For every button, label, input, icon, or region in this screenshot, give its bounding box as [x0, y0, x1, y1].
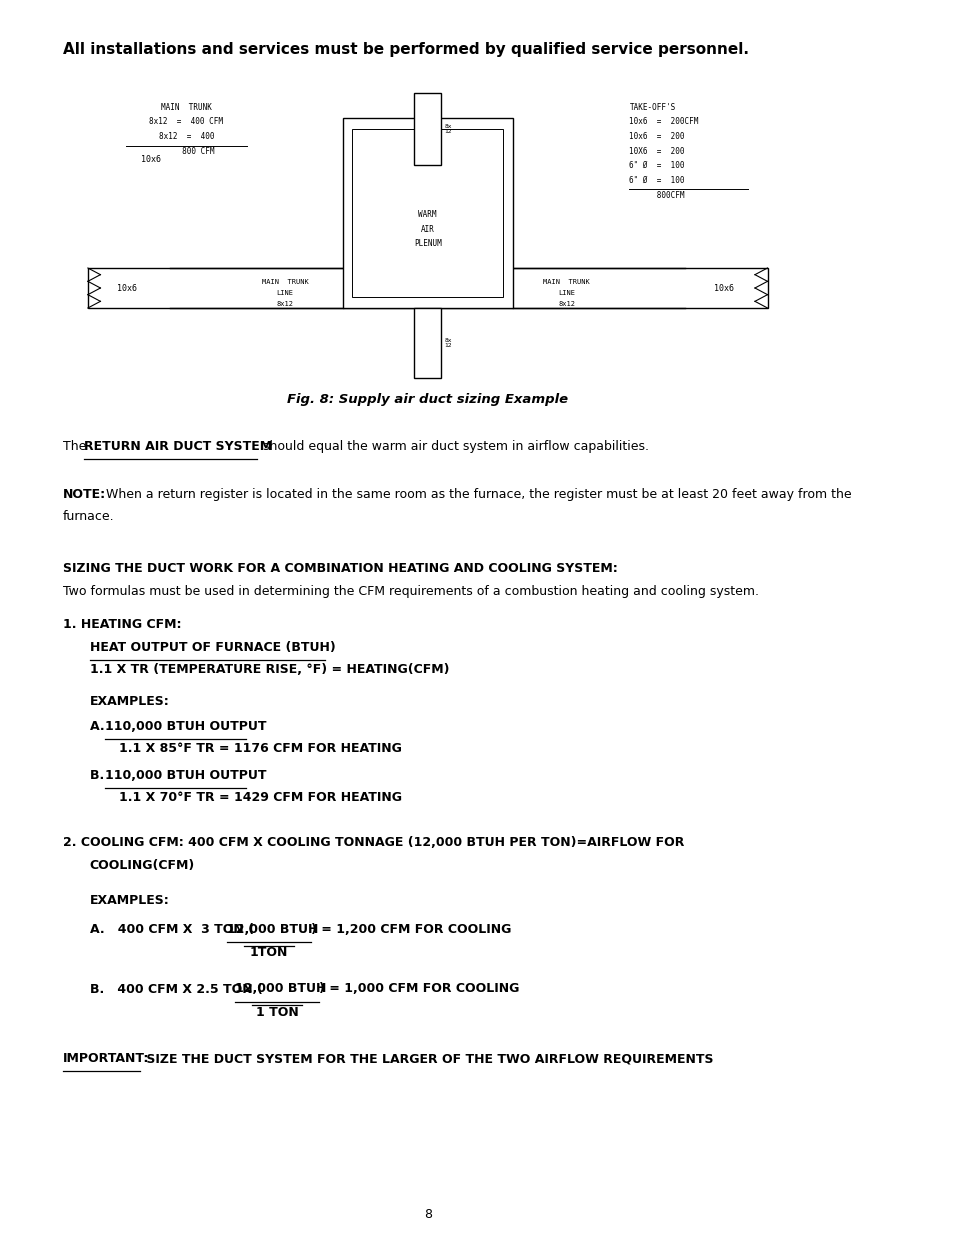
Text: LINE: LINE — [558, 290, 575, 296]
Text: A.   400 CFM X  3 TON (: A. 400 CFM X 3 TON ( — [90, 923, 253, 936]
Text: Two formulas must be used in determining the CFM requirements of a combustion he: Two formulas must be used in determining… — [63, 584, 758, 598]
Text: EXAMPLES:: EXAMPLES: — [90, 894, 170, 908]
Text: 1.1 X 70°F TR = 1429 CFM FOR HEATING: 1.1 X 70°F TR = 1429 CFM FOR HEATING — [119, 790, 402, 804]
Text: 10x6  =  200: 10x6 = 200 — [629, 132, 684, 141]
Bar — [342, 119, 513, 308]
Text: Fig. 8: Supply air duct sizing Example: Fig. 8: Supply air duct sizing Example — [287, 393, 568, 406]
Text: NOTE:: NOTE: — [63, 488, 106, 501]
Text: 10X6  =  200: 10X6 = 200 — [629, 147, 684, 156]
Text: 8: 8 — [423, 1208, 432, 1221]
Text: MAIN  TRUNK: MAIN TRUNK — [261, 279, 308, 285]
Text: 1. HEATING CFM:: 1. HEATING CFM: — [63, 618, 181, 631]
Text: 8x12: 8x12 — [558, 301, 575, 308]
Text: 800CFM: 800CFM — [629, 191, 684, 200]
Text: AIR: AIR — [420, 225, 435, 233]
Bar — [414, 308, 440, 378]
Text: PLENUM: PLENUM — [414, 240, 441, 248]
Text: 1TON: 1TON — [250, 946, 288, 960]
Text: 8x12  =  400: 8x12 = 400 — [158, 132, 214, 141]
Text: COOLING(CFM): COOLING(CFM) — [90, 858, 194, 872]
Text: WARM: WARM — [418, 210, 436, 219]
Text: When a return register is located in the same room as the furnace, the register : When a return register is located in the… — [102, 488, 851, 501]
Text: A.: A. — [90, 720, 109, 732]
Text: 10x6: 10x6 — [714, 284, 734, 293]
Text: 6" Ø  =  100: 6" Ø = 100 — [629, 161, 684, 170]
Text: SIZING THE DUCT WORK FOR A COMBINATION HEATING AND COOLING SYSTEM:: SIZING THE DUCT WORK FOR A COMBINATION H… — [63, 562, 617, 576]
Text: 6" Ø  =  100: 6" Ø = 100 — [629, 175, 684, 184]
Text: 8x12  =  400 CFM: 8x12 = 400 CFM — [150, 117, 223, 126]
Text: should equal the warm air duct system in airflow capabilities.: should equal the warm air duct system in… — [258, 440, 648, 453]
Text: All installations and services must be performed by qualified service personnel.: All installations and services must be p… — [63, 42, 748, 57]
Text: MAIN  TRUNK: MAIN TRUNK — [161, 103, 212, 112]
Text: The: The — [63, 440, 90, 453]
Bar — [414, 93, 440, 165]
Text: 12,000 BTUH: 12,000 BTUH — [227, 923, 318, 936]
Text: 1.1 X TR (TEMPERATURE RISE, °F) = HEATING(CFM): 1.1 X TR (TEMPERATURE RISE, °F) = HEATIN… — [90, 663, 449, 676]
Text: 1 TON: 1 TON — [255, 1007, 298, 1019]
Text: 1.1 X 85°F TR = 1176 CFM FOR HEATING: 1.1 X 85°F TR = 1176 CFM FOR HEATING — [119, 742, 402, 755]
Text: 8x12: 8x12 — [276, 301, 294, 308]
Text: 10x6: 10x6 — [140, 156, 160, 164]
Text: furnace.: furnace. — [63, 510, 114, 524]
Text: 10x6  =  200CFM: 10x6 = 200CFM — [629, 117, 698, 126]
Text: HEAT OUTPUT OF FURNACE (BTUH): HEAT OUTPUT OF FURNACE (BTUH) — [90, 641, 335, 653]
Text: 10x6: 10x6 — [117, 284, 137, 293]
Text: 110,000 BTUH OUTPUT: 110,000 BTUH OUTPUT — [105, 768, 267, 782]
Text: ) = 1,000 CFM FOR COOLING: ) = 1,000 CFM FOR COOLING — [319, 983, 519, 995]
Text: TAKE-OFF'S: TAKE-OFF'S — [629, 103, 675, 112]
Text: SIZE THE DUCT SYSTEM FOR THE LARGER OF THE TWO AIRFLOW REQUIREMENTS: SIZE THE DUCT SYSTEM FOR THE LARGER OF T… — [141, 1052, 713, 1065]
Text: 800 CFM: 800 CFM — [158, 147, 214, 157]
Text: EXAMPLES:: EXAMPLES: — [90, 695, 170, 708]
Text: 12,000 BTUH: 12,000 BTUH — [234, 983, 326, 995]
Text: LINE: LINE — [276, 290, 294, 296]
Bar — [352, 128, 502, 296]
Text: ) = 1,200 CFM FOR COOLING: ) = 1,200 CFM FOR COOLING — [311, 923, 511, 936]
Text: IMPORTANT:: IMPORTANT: — [63, 1052, 149, 1065]
Text: B.   400 CFM X 2.5 TON (: B. 400 CFM X 2.5 TON ( — [90, 983, 262, 995]
Bar — [88, 268, 767, 308]
Text: 8x
12: 8x 12 — [444, 124, 452, 135]
Text: 110,000 BTUH OUTPUT: 110,000 BTUH OUTPUT — [105, 720, 267, 732]
Text: B.: B. — [90, 768, 109, 782]
Text: 8x
12: 8x 12 — [444, 337, 452, 348]
Text: MAIN  TRUNK: MAIN TRUNK — [542, 279, 589, 285]
Text: RETURN AIR DUCT SYSTEM: RETURN AIR DUCT SYSTEM — [84, 440, 272, 453]
Text: 2. COOLING CFM: 400 CFM X COOLING TONNAGE (12,000 BTUH PER TON)=AIRFLOW FOR: 2. COOLING CFM: 400 CFM X COOLING TONNAG… — [63, 836, 683, 848]
